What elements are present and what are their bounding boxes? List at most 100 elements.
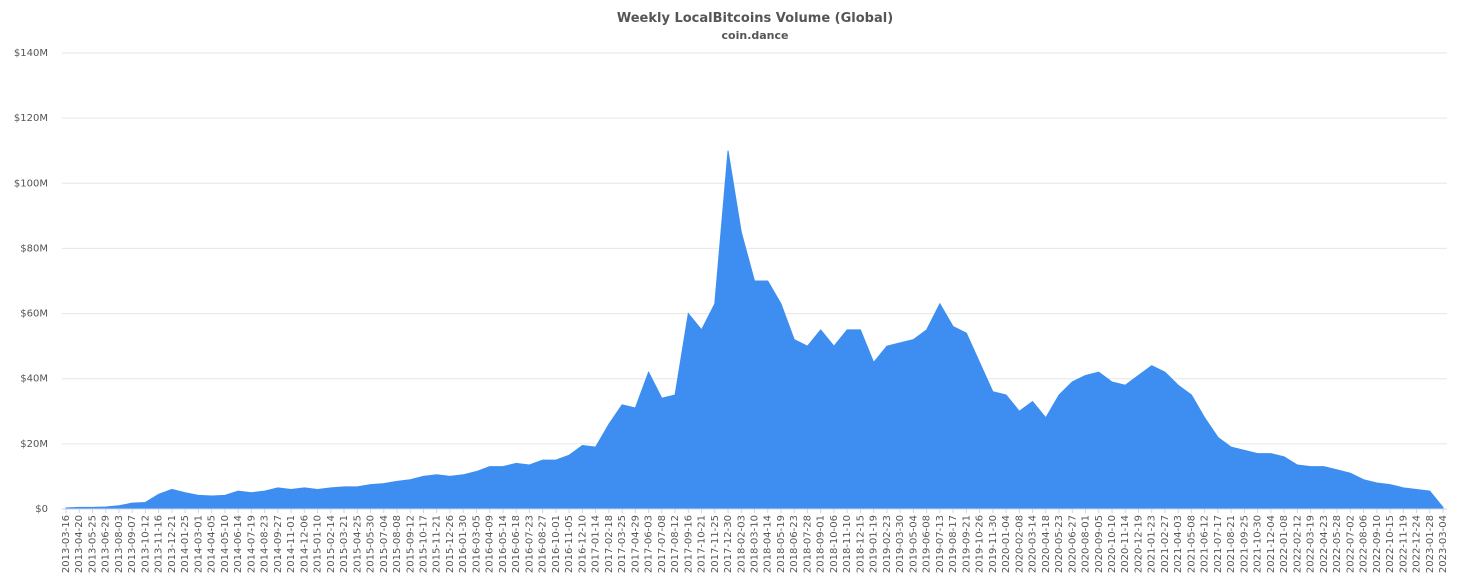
x-tick-label: 2015-02-14 bbox=[326, 515, 337, 573]
x-tick-label: 2014-03-01 bbox=[193, 515, 204, 573]
x-tick-label: 2020-09-05 bbox=[1094, 515, 1105, 573]
area bbox=[65, 150, 1444, 510]
x-tick-label: 2015-03-21 bbox=[339, 515, 350, 573]
x-tick-label: 2014-06-14 bbox=[233, 515, 244, 573]
x-tick-label: 2018-07-28 bbox=[802, 515, 813, 573]
x-tick-label: 2018-03-10 bbox=[750, 515, 761, 573]
y-tick-label: $140M bbox=[14, 48, 48, 59]
x-tick-label: 2013-12-21 bbox=[167, 515, 178, 573]
x-tick-label: 2018-02-03 bbox=[736, 515, 747, 573]
x-tick-label: 2017-01-14 bbox=[591, 515, 602, 573]
x-tick-label: 2013-06-29 bbox=[101, 515, 112, 573]
x-tick-label: 2020-06-27 bbox=[1067, 515, 1078, 573]
y-tick-label: $120M bbox=[14, 113, 48, 124]
x-tick-label: 2020-04-18 bbox=[1041, 515, 1052, 573]
x-tick-label: 2015-05-30 bbox=[366, 515, 377, 573]
x-tick-label: 2021-04-03 bbox=[1173, 515, 1184, 573]
x-tick-label: 2017-12-30 bbox=[723, 515, 734, 573]
x-tick-label: 2015-12-26 bbox=[445, 515, 456, 573]
chart-subtitle: coin.dance bbox=[722, 29, 789, 42]
x-tick-label: 2018-10-06 bbox=[829, 515, 840, 573]
x-tick-label: 2018-05-19 bbox=[776, 515, 787, 573]
x-tick-label: 2017-08-12 bbox=[670, 515, 681, 573]
x-tick-label: 2017-10-21 bbox=[697, 515, 708, 573]
x-tick-label: 2015-07-04 bbox=[379, 515, 390, 573]
x-tick-label: 2021-05-08 bbox=[1186, 515, 1197, 573]
x-tick-label: 2021-02-27 bbox=[1160, 515, 1171, 573]
x-tick-label: 2017-04-29 bbox=[630, 515, 641, 573]
x-tick-label: 2021-06-12 bbox=[1200, 515, 1211, 573]
x-tick-label: 2021-12-04 bbox=[1266, 515, 1277, 573]
x-tick-label: 2013-03-16 bbox=[61, 515, 72, 573]
y-tick-label: $40M bbox=[20, 374, 48, 385]
x-tick-label: 2020-10-10 bbox=[1107, 515, 1118, 573]
x-tick-label: 2019-06-08 bbox=[922, 515, 933, 573]
x-tick-label: 2015-01-10 bbox=[313, 515, 324, 573]
x-tick-label: 2022-11-19 bbox=[1398, 515, 1409, 573]
x-tick-label: 2019-02-23 bbox=[882, 515, 893, 573]
x-tick-label: 2023-03-04 bbox=[1438, 515, 1449, 573]
y-tick-label: $20M bbox=[20, 439, 48, 450]
x-tick-label: 2014-05-10 bbox=[220, 515, 231, 573]
x-tick-label: 2022-01-08 bbox=[1279, 515, 1290, 573]
x-tick-label: 2018-06-23 bbox=[789, 515, 800, 573]
x-tick-label: 2013-08-03 bbox=[114, 515, 125, 573]
x-tick-label: 2021-10-30 bbox=[1253, 515, 1264, 573]
x-tick-label: 2022-02-12 bbox=[1292, 515, 1303, 573]
x-tick-label: 2019-07-13 bbox=[935, 515, 946, 573]
x-tick-label: 2021-07-17 bbox=[1213, 515, 1224, 573]
x-tick-label: 2022-12-24 bbox=[1412, 515, 1423, 573]
x-tick-label: 2019-10-26 bbox=[975, 515, 986, 573]
x-tick-label: 2014-07-19 bbox=[246, 515, 257, 573]
y-tick-label: $60M bbox=[20, 309, 48, 320]
x-tick-label: 2016-04-09 bbox=[485, 515, 496, 573]
x-tick-label: 2020-11-14 bbox=[1120, 515, 1131, 573]
x-tick-label: 2013-10-12 bbox=[140, 515, 151, 573]
x-tick-label: 2020-12-19 bbox=[1133, 515, 1144, 573]
x-tick-label: 2022-04-23 bbox=[1319, 515, 1330, 573]
x-tick-label: 2016-06-18 bbox=[511, 515, 522, 573]
x-tick-label: 2021-08-21 bbox=[1226, 515, 1237, 573]
x-tick-label: 2013-09-07 bbox=[127, 515, 138, 573]
x-tick-label: 2020-01-04 bbox=[1001, 515, 1012, 573]
x-tick-label: 2013-04-20 bbox=[74, 515, 85, 573]
x-tick-label: 2019-11-30 bbox=[988, 515, 999, 573]
x-tick-label: 2020-03-14 bbox=[1028, 515, 1039, 573]
x-tick-label: 2019-05-04 bbox=[908, 515, 919, 573]
x-tick-label: 2016-01-30 bbox=[458, 515, 469, 573]
x-tick-label: 2016-08-27 bbox=[538, 515, 549, 573]
x-tick-label: 2015-11-21 bbox=[432, 515, 443, 573]
x-tick-label: 2015-09-12 bbox=[405, 515, 416, 573]
y-tick-label: $0 bbox=[35, 504, 48, 515]
x-tick-label: 2019-09-21 bbox=[961, 515, 972, 573]
x-tick-label: 2019-08-17 bbox=[948, 515, 959, 573]
x-tick-label: 2020-05-23 bbox=[1054, 515, 1065, 573]
x-tick-label: 2015-08-08 bbox=[392, 515, 403, 573]
x-tick-label: 2022-03-19 bbox=[1306, 515, 1317, 573]
x-tick-label: 2023-01-28 bbox=[1425, 515, 1436, 573]
x-tick-label: 2017-06-03 bbox=[644, 515, 655, 573]
x-tick-label: 2022-09-10 bbox=[1372, 515, 1383, 573]
x-tick-label: 2016-03-05 bbox=[471, 515, 482, 573]
x-tick-label: 2017-03-25 bbox=[617, 515, 628, 573]
x-tick-label: 2018-09-01 bbox=[816, 515, 827, 573]
chart-title: Weekly LocalBitcoins Volume (Global) bbox=[617, 11, 893, 26]
x-tick-label: 2019-03-30 bbox=[895, 515, 906, 573]
x-tick-label: 2014-04-05 bbox=[207, 515, 218, 573]
x-tick-label: 2021-01-23 bbox=[1147, 515, 1158, 573]
x-tick-label: 2018-12-15 bbox=[855, 515, 866, 573]
x-tick-label: 2015-04-25 bbox=[352, 515, 363, 573]
x-tick-label: 2022-08-06 bbox=[1359, 515, 1370, 573]
x-tick-label: 2015-10-17 bbox=[418, 515, 429, 573]
x-tick-label: 2018-11-10 bbox=[842, 515, 853, 573]
x-tick-label: 2017-09-16 bbox=[683, 515, 694, 573]
x-tick-label: 2017-02-18 bbox=[604, 515, 615, 573]
x-tick-label: 2013-05-25 bbox=[87, 515, 98, 573]
x-tick-label: 2013-11-16 bbox=[154, 515, 165, 573]
x-tick-label: 2016-05-14 bbox=[498, 515, 509, 573]
x-tick-label: 2018-04-14 bbox=[763, 515, 774, 573]
x-tick-label: 2017-07-08 bbox=[657, 515, 668, 573]
x-tick-label: 2014-08-23 bbox=[260, 515, 271, 573]
x-tick-label: 2014-01-25 bbox=[180, 515, 191, 573]
